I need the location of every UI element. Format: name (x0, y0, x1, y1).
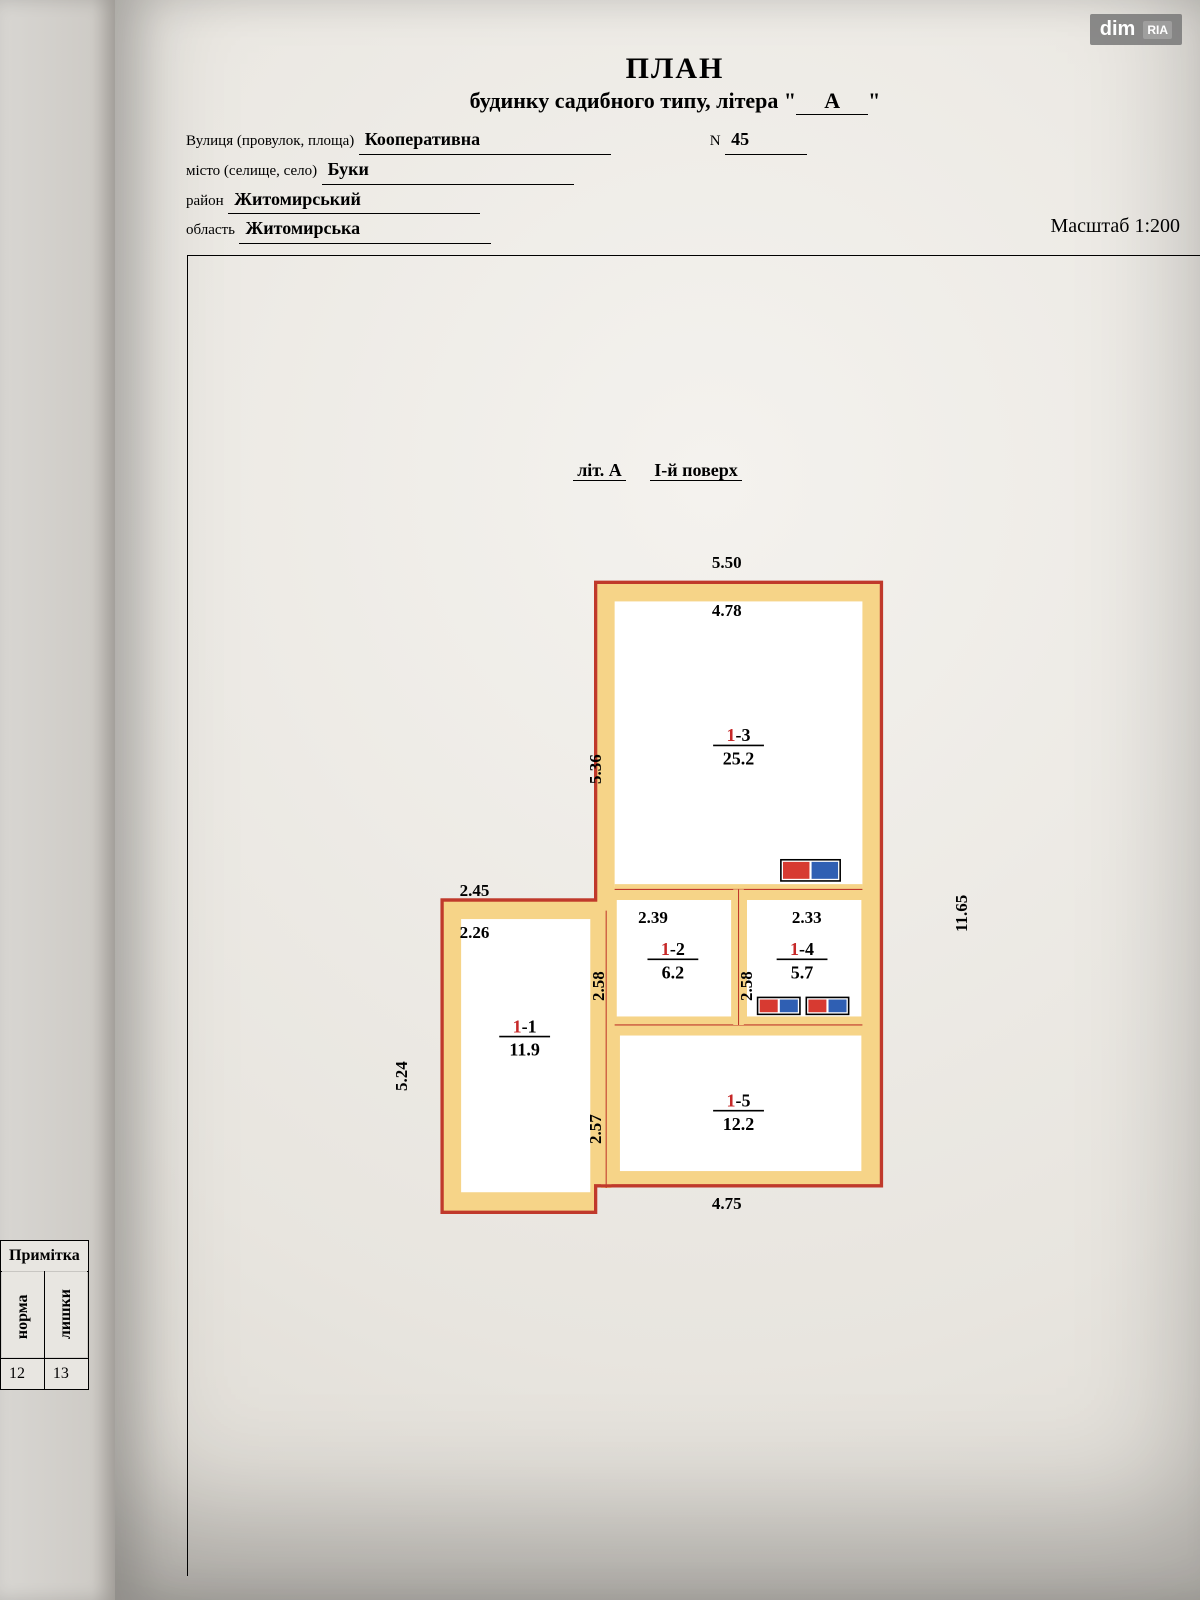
floor-floor: І-й поверх (650, 460, 742, 481)
sheet: ПЛАН будинку садибного типу, літера "А" … (180, 30, 1170, 244)
svg-text:1-3: 1-3 (727, 725, 751, 745)
left-table-head: Примітка (1, 1240, 89, 1271)
city-value: Буки (322, 155, 574, 185)
dimension: 4.75 (712, 1194, 742, 1214)
svg-text:1-2: 1-2 (661, 939, 685, 959)
dimension: 2.33 (792, 908, 822, 928)
floor-lit: літ. А (573, 460, 626, 481)
district-value: Житомирський (228, 185, 480, 215)
dimension: 5.24 (392, 1061, 412, 1091)
region-value: Житомирська (239, 214, 491, 244)
left-page: Примітка норма лишки 12 13 (0, 0, 115, 1600)
dimension: 5.36 (586, 754, 606, 784)
svg-text:25.2: 25.2 (723, 748, 755, 768)
num-value: 45 (725, 125, 807, 155)
left-cell-1: 12 (1, 1359, 45, 1390)
subtitle-letter: А (796, 88, 868, 115)
doc-title: ПЛАН (180, 52, 1170, 86)
left-margin-table: Примітка норма лишки 12 13 (0, 1240, 89, 1390)
watermark-brand: dim (1100, 18, 1136, 41)
dimension: 2.58 (737, 971, 757, 1001)
left-col-2: лишки (44, 1271, 88, 1358)
left-col-1: норма (1, 1271, 45, 1358)
city-label: місто (селище, село) (186, 163, 317, 179)
street-value: Кооперативна (359, 125, 611, 155)
svg-text:5.7: 5.7 (791, 962, 814, 982)
subtitle-prefix: будинку садибного типу, літера " (470, 88, 797, 113)
floor-plan: 1-3 25.2 1-2 6.2 1-4 5.7 1-5 12.2 1-1 11.9 5.50 4.7… (355, 540, 995, 1260)
svg-text:6.2: 6.2 (662, 962, 685, 982)
floorplan-svg: 1-3 25.2 1-2 6.2 1-4 5.7 1-5 12.2 1-1 11.9 (355, 540, 995, 1260)
header-info: Вулиця (провулок, площа) Кооперативна N … (186, 125, 1170, 244)
watermark-tag: RIA (1143, 21, 1172, 39)
region-label: область (186, 222, 235, 238)
dimension: 2.58 (589, 971, 609, 1001)
dimension: 2.45 (460, 881, 490, 901)
svg-text:1-1: 1-1 (513, 1016, 537, 1036)
svg-text:11.9: 11.9 (509, 1040, 540, 1060)
num-label: N (710, 133, 721, 149)
watermark: dim RIA (1090, 14, 1182, 45)
street-label: Вулиця (провулок, площа) (186, 133, 354, 149)
svg-text:1-4: 1-4 (790, 939, 814, 959)
svg-text:12.2: 12.2 (723, 1114, 755, 1134)
main-page: ПЛАН будинку садибного типу, літера "А" … (115, 0, 1200, 1600)
floor-title: літ. А І-й поверх (115, 460, 1200, 481)
dimension: 11.65 (952, 894, 972, 931)
subtitle-suffix: " (868, 88, 880, 113)
dimension: 2.57 (586, 1114, 606, 1144)
dimension: 4.78 (712, 601, 742, 621)
dimension: 2.39 (638, 908, 668, 928)
scale-label: Масштаб 1:200 (1050, 215, 1180, 238)
doc-subtitle: будинку садибного типу, літера "А" (180, 88, 1170, 115)
dimension: 5.50 (712, 553, 742, 573)
stage: Примітка норма лишки 12 13 ПЛАН будинку … (0, 0, 1200, 1600)
dimension: 2.26 (460, 923, 490, 943)
svg-text:1-5: 1-5 (727, 1090, 751, 1110)
left-cell-2: 13 (44, 1359, 88, 1390)
district-label: район (186, 193, 224, 209)
